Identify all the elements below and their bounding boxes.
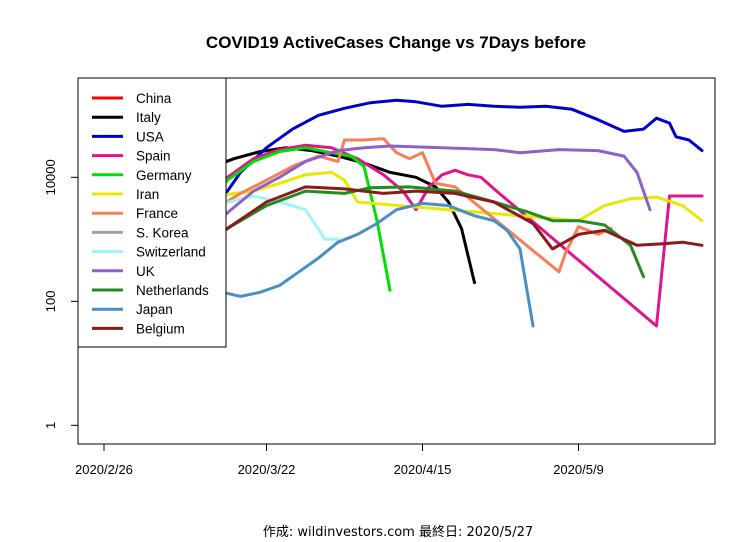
series-line-uk (148, 144, 652, 285)
legend-label: Belgium (136, 321, 185, 336)
x-tick-label: 2020/3/22 (238, 462, 296, 477)
legend-label: France (136, 206, 178, 221)
legend-label: UK (136, 264, 155, 279)
series-line-belgium (148, 185, 704, 303)
legend-label: Switzerland (136, 245, 206, 260)
series-line-spain (141, 143, 704, 328)
legend-label: S. Korea (136, 225, 189, 240)
y-axis: 1 100 10000 (43, 159, 79, 429)
legend-label: Iran (136, 187, 159, 202)
chart-title: COVID19 ActiveCases Change vs 7Days befo… (206, 33, 586, 52)
y-tick-label: 100 (43, 290, 58, 312)
x-axis: 2020/2/26 2020/3/22 2020/4/15 2020/5/9 (75, 443, 604, 477)
y-tick-label: 1 (43, 422, 58, 429)
series-line-usa (161, 98, 704, 292)
legend-label: China (136, 91, 172, 106)
legend-label: Italy (136, 110, 161, 125)
legend-label: USA (136, 129, 164, 144)
x-tick-label: 2020/5/9 (553, 462, 604, 477)
legend-label: Japan (136, 302, 173, 317)
legend: China Italy USA Spain Germany Iran France S. Ko… (77, 77, 227, 348)
series-line-france (161, 137, 613, 285)
y-tick-label: 10000 (43, 159, 58, 195)
x-tick-label: 2020/2/26 (75, 462, 133, 477)
legend-label: Germany (136, 168, 192, 183)
legend-label: Netherlands (136, 283, 209, 298)
chart-caption: 作成: wildinvestors.com 最終日: 2020/5/27 (263, 524, 533, 540)
x-tick-label: 2020/4/15 (394, 462, 452, 477)
legend-label: Spain (136, 149, 171, 164)
